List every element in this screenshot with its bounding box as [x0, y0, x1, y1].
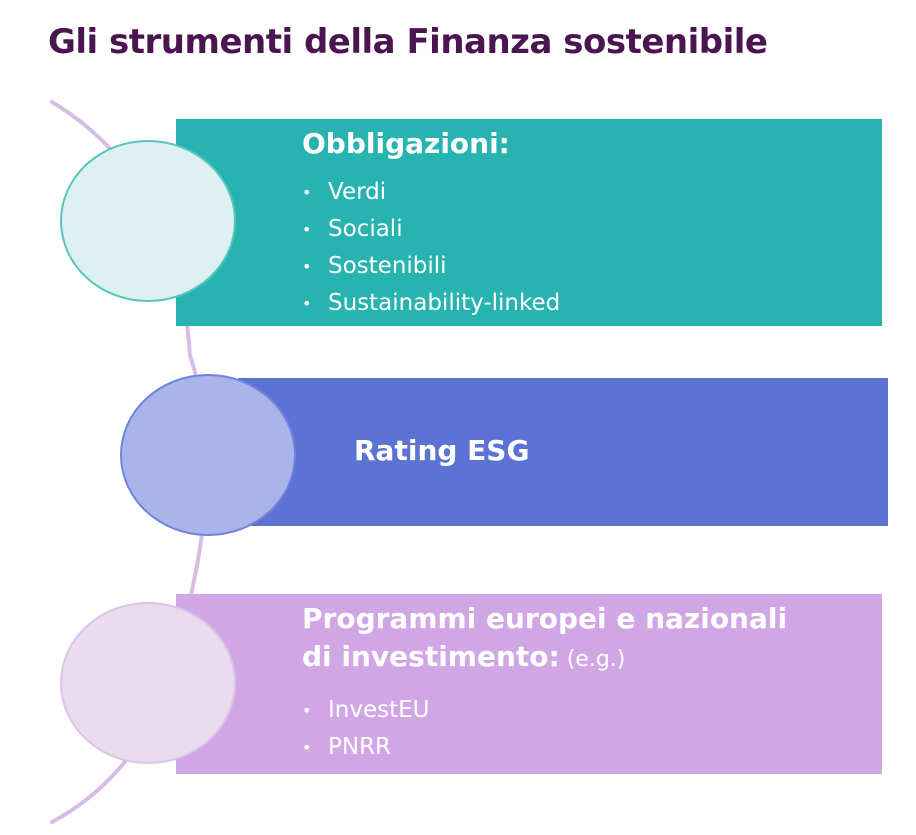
- bullet-icon: •: [302, 183, 312, 202]
- heading-suffix: (e.g.): [559, 647, 626, 672]
- bullet-icon: •: [302, 257, 312, 276]
- list-item-label: Verdi: [328, 179, 387, 205]
- item-esg-rating-panel: Rating ESG: [238, 378, 888, 526]
- bullet-icon: •: [302, 220, 312, 239]
- item-investment-programs-heading: Programmi europei e nazionali di investi…: [302, 600, 787, 679]
- list-item: • PNRR: [302, 729, 430, 766]
- list-item-label: Sociali: [328, 216, 403, 242]
- item-bonds-panel: Obbligazioni: • Verdi • Sociali • Sostenibi…: [176, 119, 882, 326]
- list-item: • InvestEU: [302, 692, 430, 729]
- bullet-icon: •: [302, 294, 312, 313]
- item-esg-rating-circle-icon: [120, 374, 296, 536]
- item-bonds-circle-icon: [60, 140, 236, 302]
- heading-line-1: Programmi europei e nazionali: [302, 602, 788, 635]
- item-investment-programs-circle-icon: [60, 602, 236, 764]
- list-item: • Sustainability-linked: [302, 285, 560, 322]
- item-bonds-list: • Verdi • Sociali • Sostenibili • Sustainabi…: [302, 174, 560, 322]
- list-item-label: InvestEU: [328, 697, 430, 723]
- bullet-icon: •: [302, 701, 312, 720]
- page-title: Gli strumenti della Finanza sostenibile: [48, 22, 768, 62]
- bullet-icon: •: [302, 738, 312, 757]
- list-item-label: PNRR: [328, 734, 392, 760]
- item-investment-programs-list: • InvestEU • PNRR: [302, 692, 430, 766]
- list-item-label: Sostenibili: [328, 253, 447, 279]
- heading-line-2: di investimento:: [302, 640, 560, 673]
- list-item-label: Sustainability-linked: [328, 290, 561, 316]
- list-item: • Sociali: [302, 211, 560, 248]
- item-investment-programs-panel: Programmi europei e nazionali di investi…: [176, 594, 882, 774]
- list-item: • Verdi: [302, 174, 560, 211]
- item-bonds-heading: Obbligazioni:: [302, 127, 510, 160]
- item-esg-rating-heading: Rating ESG: [354, 434, 530, 467]
- list-item: • Sostenibili: [302, 248, 560, 285]
